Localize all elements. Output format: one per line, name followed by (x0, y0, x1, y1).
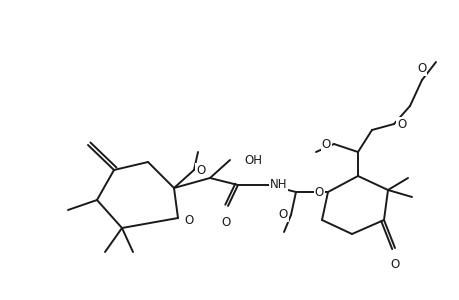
Text: O: O (314, 185, 323, 199)
Text: O: O (416, 62, 425, 75)
Text: O: O (396, 118, 405, 130)
Text: O: O (184, 214, 193, 226)
Text: O: O (196, 164, 205, 176)
Text: O: O (278, 208, 287, 221)
Text: OH: OH (243, 154, 262, 166)
Text: O: O (321, 137, 330, 151)
Text: O: O (221, 216, 230, 229)
Text: NH: NH (269, 178, 287, 191)
Text: O: O (390, 258, 399, 271)
